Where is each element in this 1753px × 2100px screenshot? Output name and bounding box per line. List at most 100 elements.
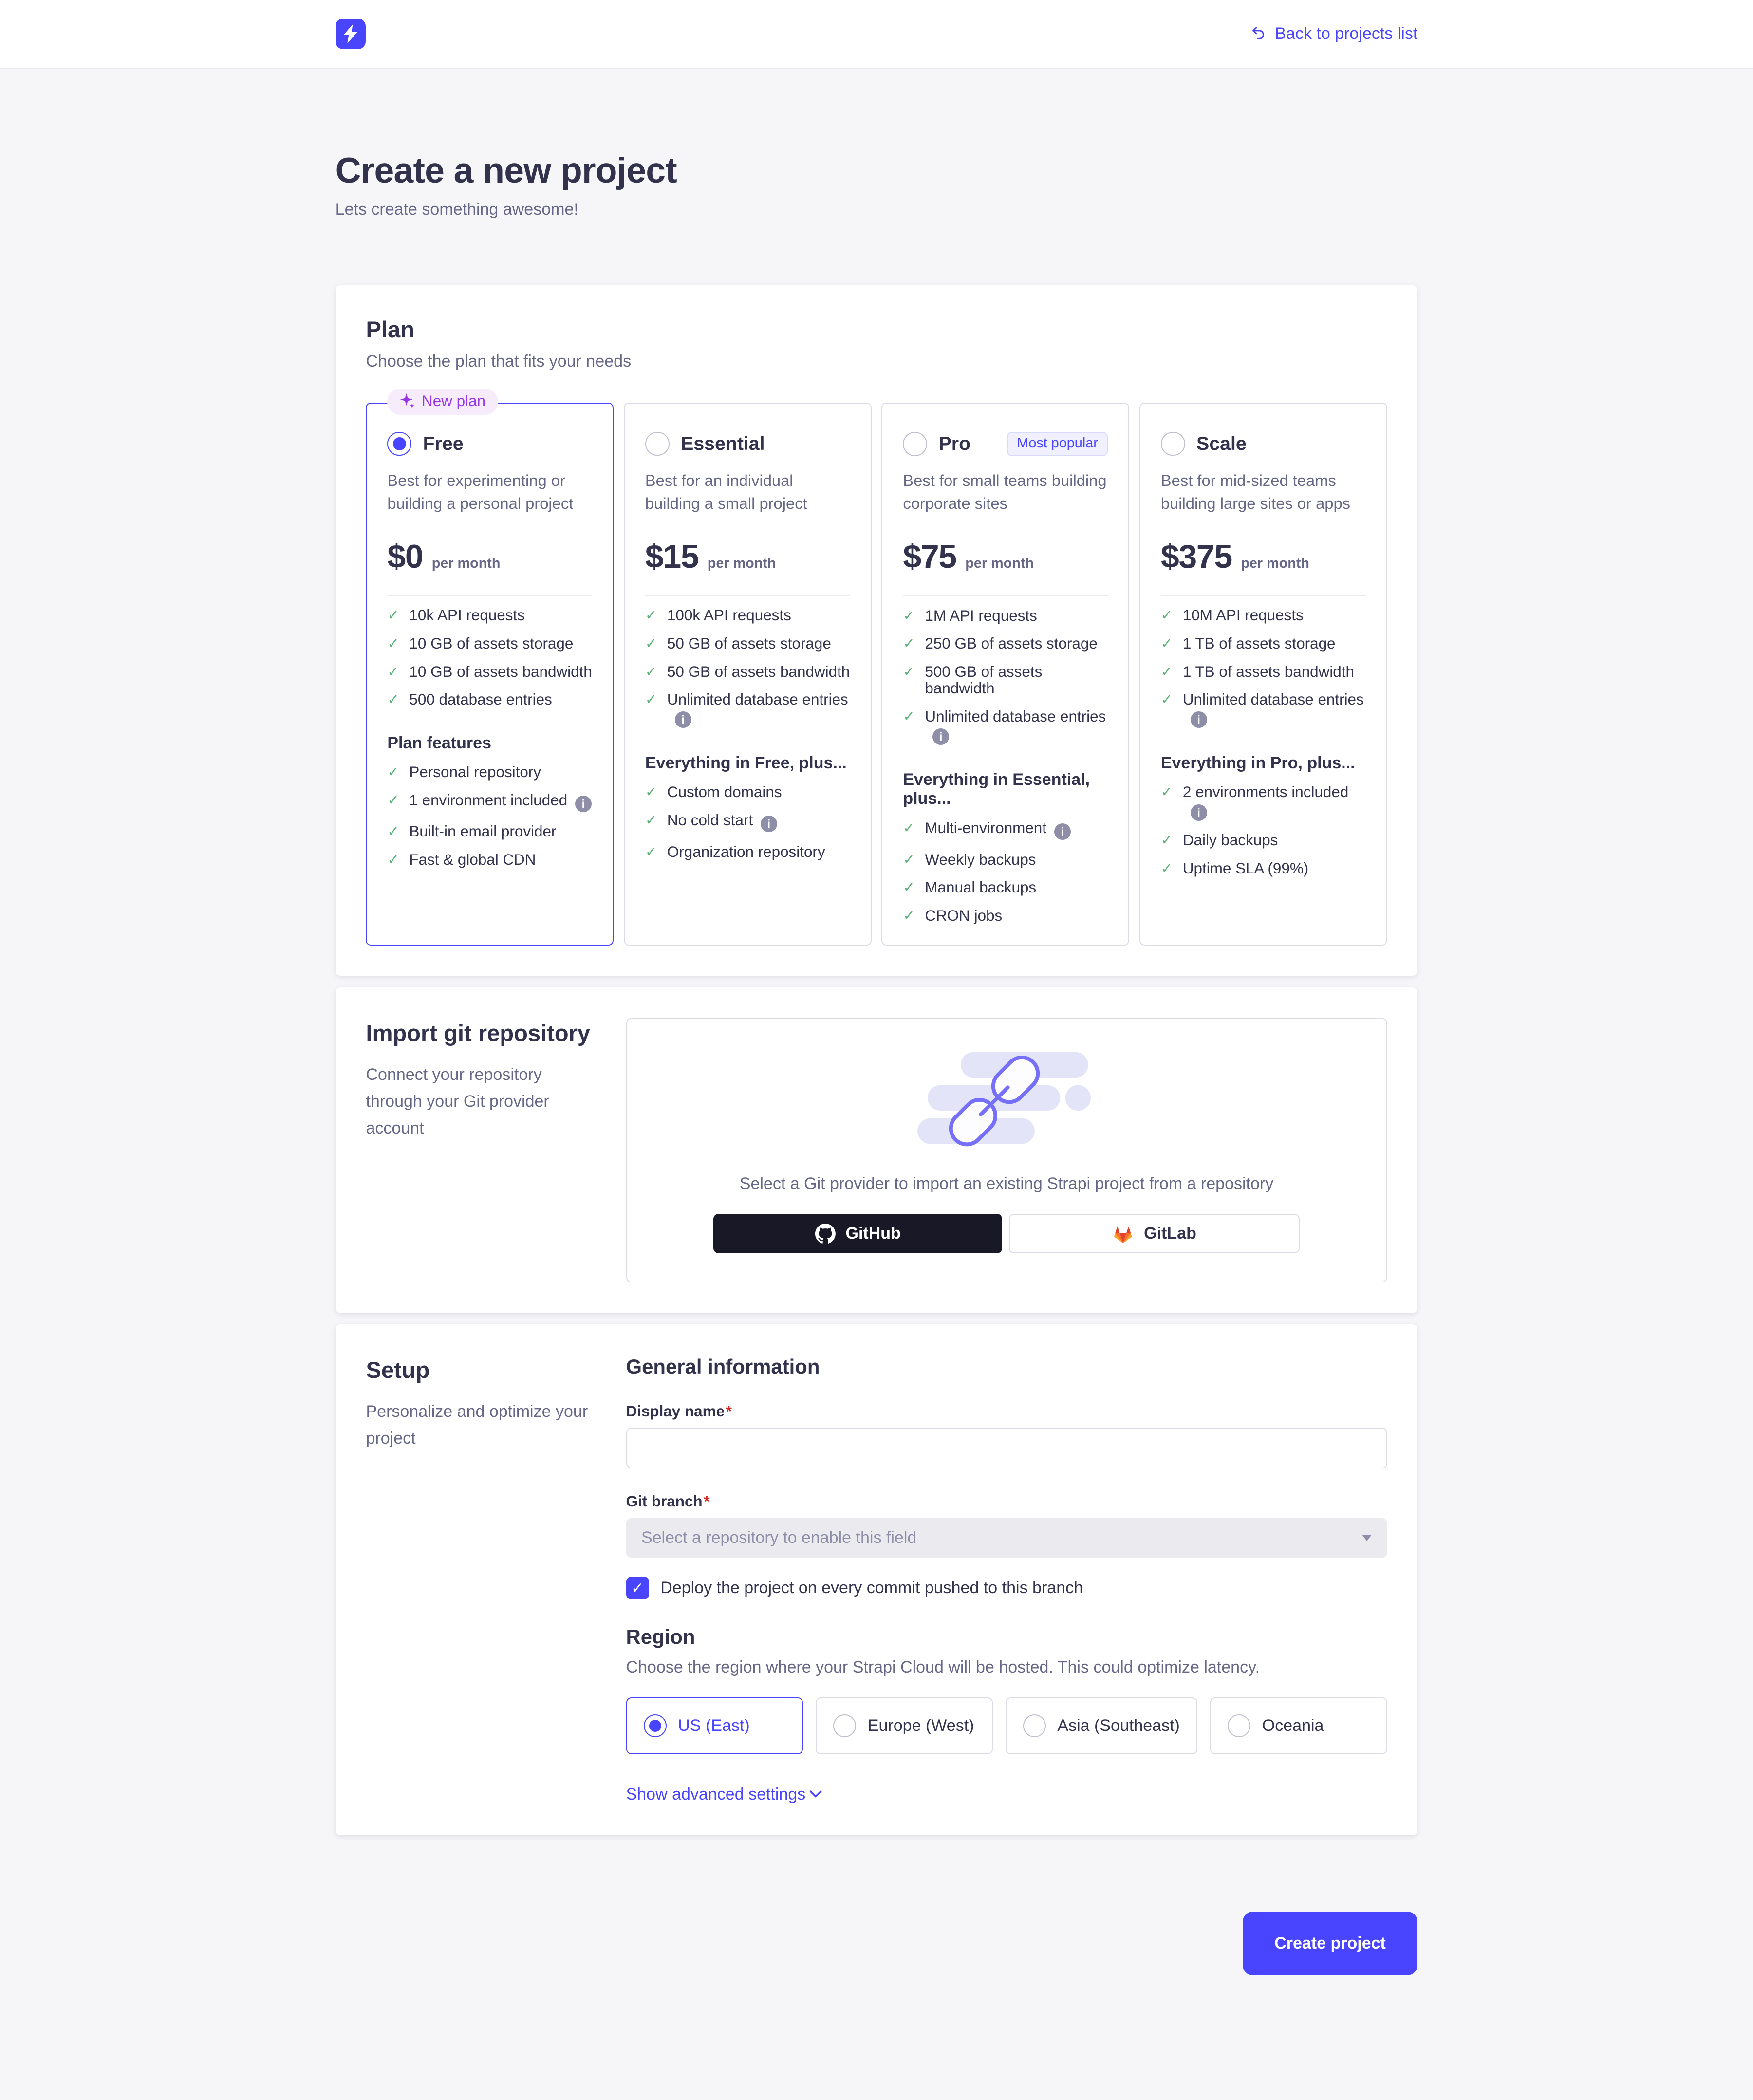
plan-included-features: ✓ 10M API requests ✓ 1 TB of assets stor… (1161, 607, 1366, 728)
gitlab-icon (1114, 1227, 1132, 1244)
check-icon: ✓ (1160, 833, 1173, 849)
info-icon[interactable]: i (760, 816, 777, 833)
create-project-button[interactable]: Create project (1242, 1912, 1418, 1975)
check-icon: ✓ (1160, 608, 1173, 624)
deploy-checkbox[interactable]: ✓ (626, 1577, 649, 1600)
check-icon: ✓ (903, 852, 915, 868)
region-option[interactable]: Europe (West) (816, 1697, 993, 1755)
plan-radio[interactable] (645, 431, 670, 456)
display-name-label: Display name * (626, 1402, 732, 1420)
git-branch-placeholder: Select a repository to enable this field (641, 1528, 917, 1547)
plan-feature: ✓ 1M API requests (903, 607, 1037, 624)
footer-actions: Create project (336, 1912, 1418, 1975)
plan-group-features: ✓ 2 environments includedi ✓ Daily backu… (1160, 783, 1366, 877)
plan-feature: ✓ Manual backups (903, 879, 1037, 896)
required-asterisk: * (704, 1492, 710, 1510)
info-icon[interactable]: i (1190, 711, 1207, 728)
strapi-logo[interactable] (335, 18, 366, 49)
price-amount: $375 (1160, 538, 1232, 575)
check-icon: ✓ (645, 812, 657, 828)
divider (387, 595, 593, 596)
info-icon[interactable]: i (932, 728, 950, 745)
plan-feature: ✓ 2 environments includedi (1160, 783, 1366, 821)
import-git-section: Import git repository Connect your repos… (335, 987, 1418, 1313)
most-popular-badge: Most popular (1007, 431, 1108, 456)
region-option[interactable]: Oceania (1210, 1697, 1387, 1755)
plan-card[interactable]: Scale Best for mid-sized teams building … (1139, 403, 1387, 946)
plan-section: Plan Choose the plan that fits your need… (335, 285, 1418, 976)
general-information-title: General information (626, 1355, 820, 1378)
info-icon[interactable]: i (674, 711, 691, 728)
plan-included-features: ✓ 100k API requests ✓ 50 GB of assets st… (645, 607, 850, 728)
plan-feature: ✓ 10 GB of assets bandwidth (387, 663, 592, 680)
region-radio[interactable] (643, 1714, 667, 1737)
region-radio[interactable] (1228, 1714, 1251, 1737)
plan-feature: ✓ Daily backups (1160, 832, 1278, 849)
plan-price: $375 per month (1161, 538, 1366, 576)
check-icon: ✓ (387, 792, 399, 808)
region-label: Oceania (1262, 1716, 1324, 1735)
plan-feature: ✓ 1 TB of assets bandwidth (1160, 663, 1354, 680)
plan-card[interactable]: New plan Free Best for experimenting or … (366, 388, 614, 946)
check-icon: ✓ (645, 664, 657, 680)
chevron-down-icon (809, 1790, 822, 1798)
plan-feature: ✓ Unlimited database entriesi (1161, 691, 1366, 728)
check-icon: ✓ (903, 608, 915, 624)
app-header: Back to projects list (0, 0, 1753, 69)
git-branch-select[interactable]: Select a repository to enable this field (626, 1518, 1387, 1558)
back-link-label: Back to projects list (1275, 24, 1418, 43)
plan-feature: ✓ Multi-environment i (903, 819, 1108, 840)
price-period: per month (431, 555, 501, 571)
plan-feature: ✓ Uptime SLA (99%) (1160, 859, 1309, 877)
check-icon: ✓ (1160, 860, 1173, 876)
plan-features-group-title: Everything in Pro, plus... (1160, 753, 1355, 772)
check-icon: ✓ (903, 880, 915, 896)
check-icon: ✓ (903, 820, 915, 836)
region-option[interactable]: Asia (Southeast) (1005, 1697, 1197, 1755)
info-icon[interactable]: i (1190, 804, 1207, 821)
github-button[interactable]: GitHub (713, 1214, 1003, 1254)
plan-radio[interactable] (387, 431, 412, 456)
plan-feature: ✓ Built-in email provider (387, 823, 557, 840)
sparkle-icon (400, 393, 415, 409)
check-icon: ✓ (387, 852, 399, 868)
plan-feature: ✓ Unlimited database entriesi (645, 691, 850, 728)
plan-name: Pro (938, 433, 971, 455)
region-option[interactable]: US (East) (626, 1697, 803, 1755)
plan-feature: ✓ 10M API requests (1160, 607, 1304, 624)
info-icon[interactable]: i (1054, 823, 1071, 840)
plan-included-features: ✓ 10k API requests ✓ 10 GB of assets sto… (387, 607, 592, 708)
back-to-projects-link[interactable]: Back to projects list (1248, 24, 1417, 43)
plan-feature: ✓ Unlimited database entriesi (903, 708, 1108, 745)
plan-name: Scale (1196, 433, 1247, 455)
gitlab-button[interactable]: GitLab (1008, 1214, 1300, 1254)
show-advanced-settings-link[interactable]: Show advanced settings (626, 1785, 822, 1804)
price-amount: $0 (387, 538, 423, 575)
region-label: US (East) (678, 1716, 750, 1735)
check-icon: ✓ (1160, 784, 1173, 800)
plan-radio[interactable] (1160, 431, 1185, 456)
import-section-subtitle: Connect your repository through your Git… (366, 1065, 549, 1137)
region-radio[interactable] (1023, 1714, 1046, 1737)
plan-card[interactable]: Pro Most popular Best for small teams bu… (881, 403, 1129, 946)
check-icon: ✓ (1160, 692, 1173, 708)
plan-features-group-title: Everything in Free, plus... (645, 753, 847, 772)
plan-radio[interactable] (903, 431, 928, 456)
region-label: Asia (Southeast) (1057, 1716, 1180, 1735)
plan-feature: ✓ No cold start i (645, 812, 850, 833)
info-icon[interactable]: i (575, 795, 592, 812)
plan-feature: ✓ 500 database entries (387, 691, 552, 708)
check-icon: ✓ (645, 608, 657, 624)
check-icon: ✓ (645, 784, 657, 800)
plan-card[interactable]: Essential Best for an individual buildin… (623, 403, 872, 946)
plan-feature: ✓ Personal repository (387, 763, 541, 781)
plan-feature: ✓ CRON jobs (903, 907, 1003, 924)
plan-features-group-title: Plan features (387, 733, 491, 752)
git-provider-panel: Select a Git provider to import an exist… (626, 1018, 1387, 1282)
plan-group-features: ✓ Personal repository ✓ 1 environment in… (387, 763, 592, 868)
check-icon: ✓ (387, 692, 399, 708)
region-radio[interactable] (833, 1714, 857, 1737)
page-subtitle: Lets create something awesome! (335, 200, 578, 219)
plan-feature: ✓ 250 GB of assets storage (903, 635, 1098, 652)
display-name-input[interactable] (626, 1428, 1387, 1469)
